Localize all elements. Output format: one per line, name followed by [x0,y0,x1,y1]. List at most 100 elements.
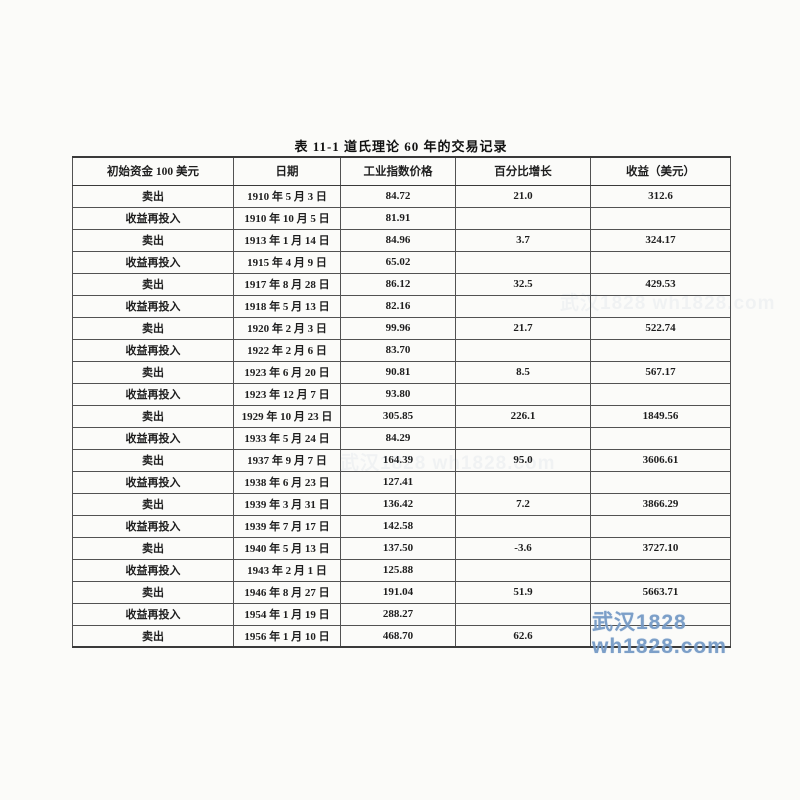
cell-value [590,426,731,450]
cell-price: 90.81 [340,360,456,384]
cell-pct: 62.6 [455,624,591,648]
table-row: 收益再投入 1939 年 7 月 17 日 142.58 [72,514,731,538]
cell-price: 305.85 [340,404,456,428]
cell-price: 84.96 [340,228,456,252]
cell-date: 1910 年 10 月 5 日 [233,206,341,230]
cell-action: 卖出 [72,316,234,340]
table-row: 卖出 1940 年 5 月 13 日 137.50 -3.6 3727.10 [72,536,731,560]
cell-date: 1938 年 6 月 23 日 [233,470,341,494]
table-row: 卖出 1946 年 8 月 27 日 191.04 51.9 5663.71 [72,580,731,604]
cell-value: 567.17 [590,360,731,384]
watermark: 武汉1828 wh1828.com [592,611,727,659]
cell-action: 收益再投入 [72,602,234,626]
cell-price: 125.88 [340,558,456,582]
cell-price: 93.80 [340,382,456,406]
cell-pct: 3.7 [455,228,591,252]
table-title: 表 11-1 道氏理论 60 年的交易记录 [294,139,508,154]
cell-value [590,338,731,362]
cell-value: 324.17 [590,228,731,252]
cell-date: 1918 年 5 月 13 日 [233,294,341,318]
cell-action: 收益再投入 [72,426,234,450]
cell-price: 86.12 [340,272,456,296]
cell-price: 84.29 [340,426,456,450]
table-row: 收益再投入 1910 年 10 月 5 日 81.91 [72,206,731,230]
table-row: 收益再投入 1922 年 2 月 6 日 83.70 [72,338,731,362]
cell-price: 81.91 [340,206,456,230]
cell-date: 1915 年 4 月 9 日 [233,250,341,274]
cell-value [590,250,731,274]
cell-price: 468.70 [340,624,456,648]
cell-date: 1922 年 2 月 6 日 [233,338,341,362]
faint-watermark: 武汉1828 wh1828.com [560,293,776,314]
column-header-3: 百分比增长 [455,156,591,186]
cell-value: 5663.71 [590,580,731,604]
cell-pct: -3.6 [455,536,591,560]
cell-action: 收益再投入 [72,250,234,274]
cell-pct [455,602,591,626]
cell-action: 卖出 [72,492,234,516]
cell-value: 1849.56 [590,404,731,428]
table-row: 收益再投入 1943 年 2 月 1 日 125.88 [72,558,731,582]
table-row: 卖出 1956 年 1 月 10 日 468.70 62.6 [72,624,731,648]
cell-pct: 7.2 [455,492,591,516]
cell-price: 136.42 [340,492,456,516]
cell-action: 卖出 [72,448,234,472]
cell-value: 522.74 [590,316,731,340]
cell-action: 收益再投入 [72,514,234,538]
table-row: 卖出 1937 年 9 月 7 日 164.39 95.0 3606.61 [72,448,731,472]
cell-action: 收益再投入 [72,206,234,230]
table-row: 卖出 1923 年 6 月 20 日 90.81 8.5 567.17 [72,360,731,384]
cell-action: 卖出 [72,536,234,560]
cell-pct [455,558,591,582]
table-row: 卖出 1939 年 3 月 31 日 136.42 7.2 3866.29 [72,492,731,516]
cell-value [590,558,731,582]
cell-price: 83.70 [340,338,456,362]
cell-action: 卖出 [72,272,234,296]
cell-pct [455,250,591,274]
cell-value: 3866.29 [590,492,731,516]
column-header-1: 日期 [233,156,341,186]
cell-pct: 8.5 [455,360,591,384]
cell-action: 收益再投入 [72,338,234,362]
cell-value: 312.6 [590,184,731,208]
cell-price: 142.58 [340,514,456,538]
table-row: 收益再投入 1923 年 12 月 7 日 93.80 [72,382,731,406]
faint-watermark: 武汉1828 wh1828.com [340,453,556,474]
cell-action: 卖出 [72,360,234,384]
cell-action: 收益再投入 [72,558,234,582]
cell-action: 收益再投入 [72,470,234,494]
cell-price: 137.50 [340,536,456,560]
header-row: 初始资金 100 美元 日期 工业指数价格 百分比增长 收益（美元） [72,156,731,186]
cell-date: 1929 年 10 月 23 日 [233,404,341,428]
cell-action: 卖出 [72,404,234,428]
cell-value [590,206,731,230]
cell-price: 288.27 [340,602,456,626]
cell-date: 1923 年 12 月 7 日 [233,382,341,406]
cell-price: 191.04 [340,580,456,604]
cell-value [590,624,731,648]
cell-date: 1933 年 5 月 24 日 [233,426,341,450]
cell-pct: 51.9 [455,580,591,604]
cell-action: 卖出 [72,184,234,208]
column-header-0: 初始资金 100 美元 [72,156,234,186]
cell-price: 82.16 [340,294,456,318]
column-header-2: 工业指数价格 [340,156,456,186]
cell-date: 1940 年 5 月 13 日 [233,536,341,560]
cell-date: 1920 年 2 月 3 日 [233,316,341,340]
cell-date: 1943 年 2 月 1 日 [233,558,341,582]
cell-price: 65.02 [340,250,456,274]
cell-date: 1954 年 1 月 19 日 [233,602,341,626]
cell-pct: 21.0 [455,184,591,208]
cell-action: 卖出 [72,228,234,252]
table-row: 卖出 1910 年 5 月 3 日 84.72 21.0 312.6 [72,184,731,208]
cell-date: 1910 年 5 月 3 日 [233,184,341,208]
watermark-line1: 武汉1828 [592,611,687,634]
cell-date: 1923 年 6 月 20 日 [233,360,341,384]
dow-theory-record-table: 初始资金 100 美元 日期 工业指数价格 百分比增长 收益（美元） 卖出 1910 年 … [72,156,731,648]
table-body: 卖出 1910 年 5 月 3 日 84.72 21.0 312.6 收益再投入 1910 … [72,184,731,648]
cell-pct [455,426,591,450]
table-row: 卖出 1929 年 10 月 23 日 305.85 226.1 1849.56 [72,404,731,428]
table-row: 收益再投入 1915 年 4 月 9 日 65.02 [72,250,731,274]
cell-action: 收益再投入 [72,294,234,318]
